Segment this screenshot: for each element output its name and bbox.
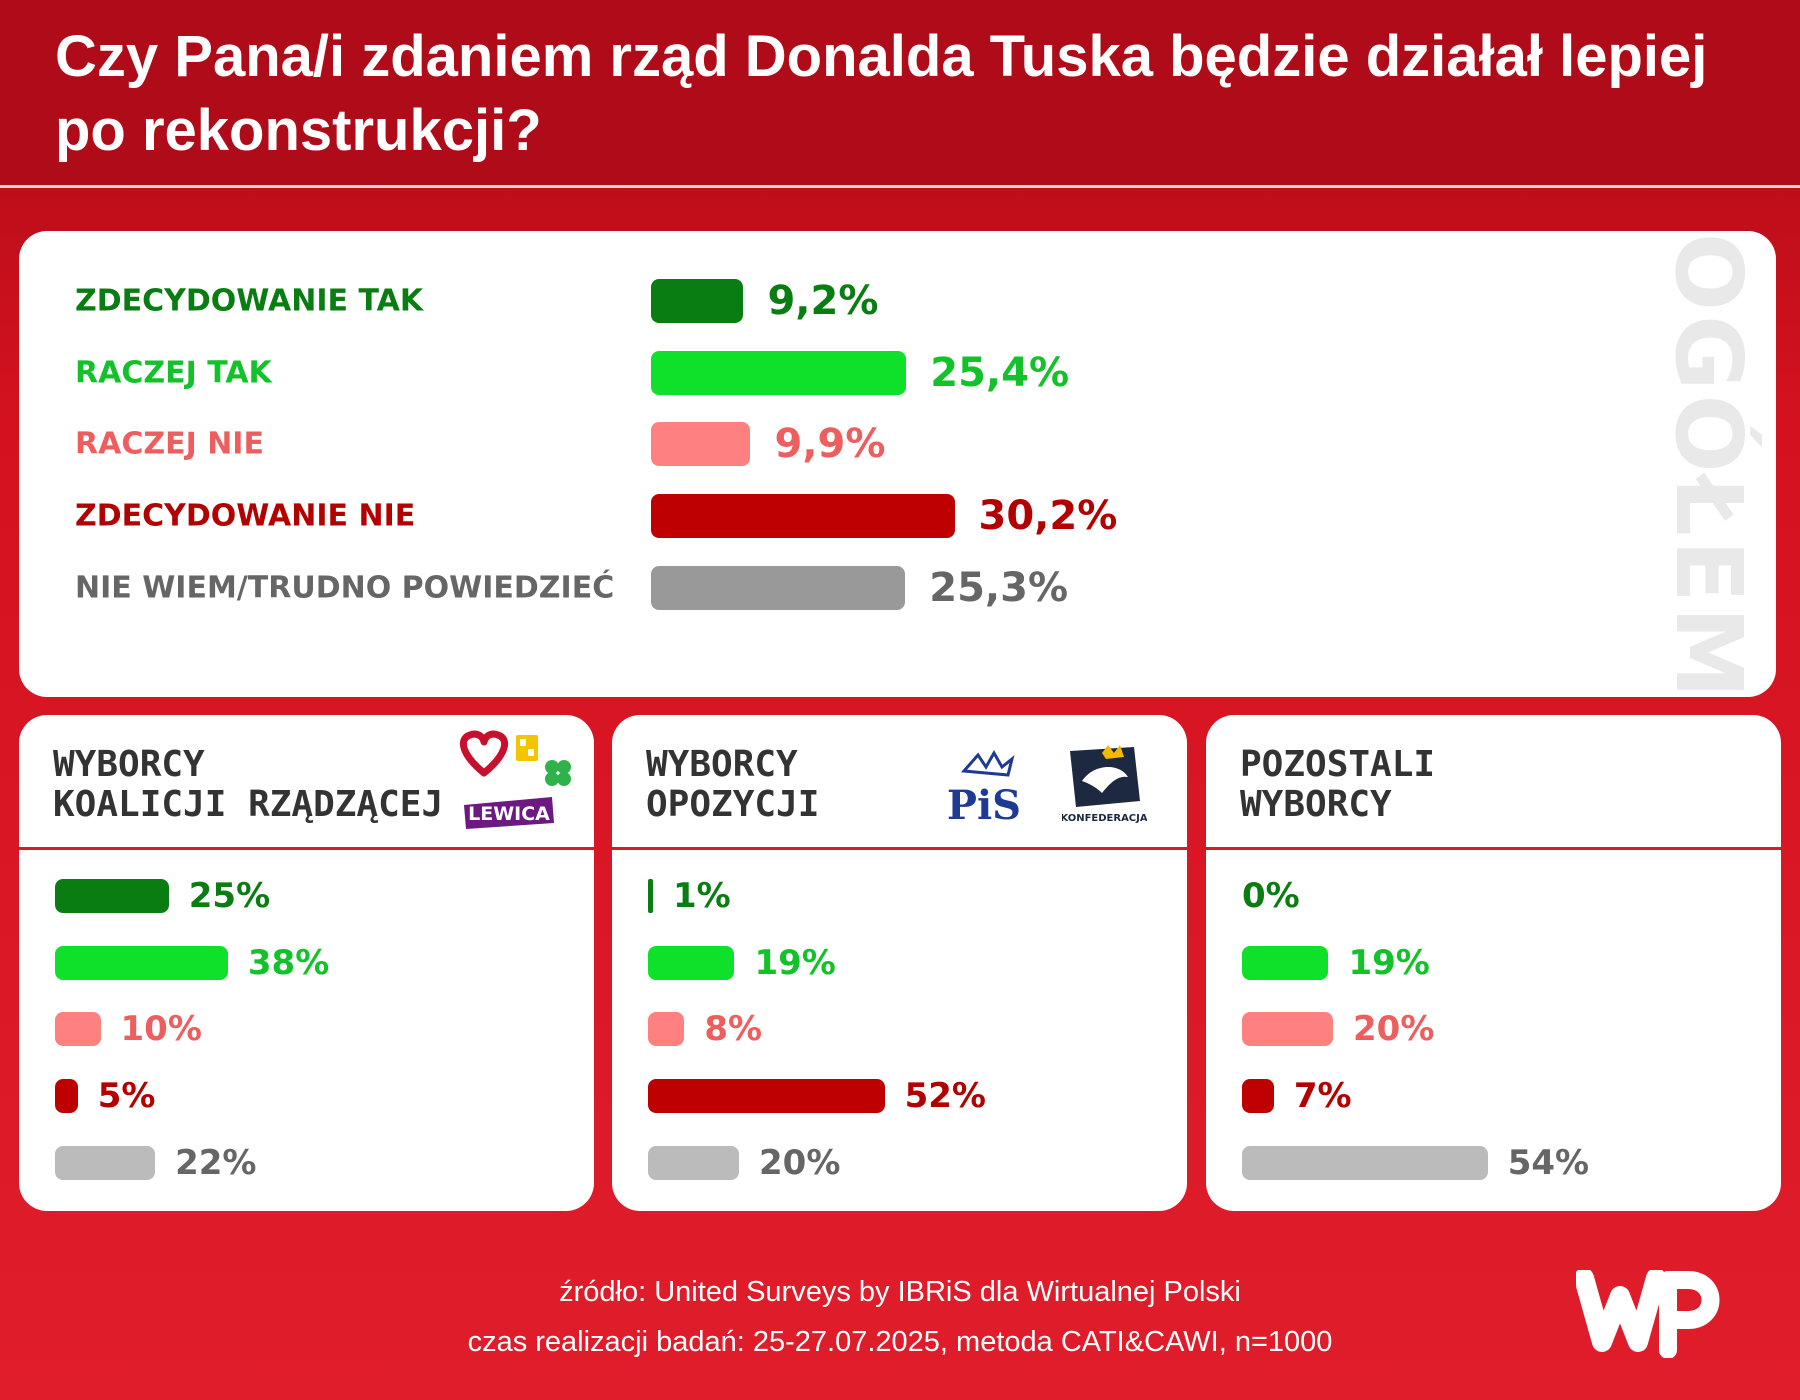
overall-category-label-zdecydowanie-nie: ZDECYDOWANIE NIE <box>75 498 416 534</box>
polska-2050-logo <box>516 735 538 761</box>
opposition-bar-zdecydowanie-tak <box>648 879 653 913</box>
opposition-value-raczej-nie: 8% <box>704 1009 763 1049</box>
others-bar-zdecydowanie-nie <box>1242 1079 1274 1113</box>
others-card-title: POZOSTALI WYBORCY <box>1240 745 1435 825</box>
opposition-title-line-1: WYBORCY <box>646 744 798 785</box>
others-value-nie-wiem: 54% <box>1507 1143 1590 1183</box>
overall-value-raczej-tak: 25,4% <box>930 350 1070 396</box>
coalition-bar-raczej-tak <box>55 946 228 980</box>
overall-bar-zdecydowanie-nie <box>651 494 955 538</box>
pis-logo-graphic: PiS <box>947 749 1021 829</box>
coalition-value-nie-wiem: 22% <box>175 1143 257 1183</box>
opposition-title-line-2: OPOZYCJI <box>646 784 820 825</box>
svg-text:PiS: PiS <box>947 782 1021 829</box>
coalition-bar-zdecydowanie-tak <box>55 879 169 913</box>
coalition-card-title: WYBORCY KOALICJI RZĄDZĄCEJ <box>53 745 443 825</box>
survey-details-text: czas realizacji badań: 25-27.07.2025, me… <box>467 1326 1333 1358</box>
others-bar-nie-wiem <box>1242 1146 1488 1180</box>
opposition-bar-raczej-nie <box>648 1012 685 1046</box>
overall-bar-raczej-tak <box>651 351 907 395</box>
others-bar-raczej-tak <box>1242 946 1329 980</box>
overall-category-label-nie-wiem: NIE WIEM/TRUDNO POWIEDZIEĆ <box>75 570 615 606</box>
coalition-bar-nie-wiem <box>55 1146 156 1180</box>
coalition-value-zdecydowanie-tak: 25% <box>188 876 271 916</box>
others-title-line-1: POZOSTALI <box>1240 744 1436 785</box>
title-band <box>0 0 1800 186</box>
heart-logo <box>459 730 509 777</box>
others-card-divider <box>1206 847 1781 850</box>
overall-category-label-raczej-nie: RACZEJ NIE <box>75 426 264 462</box>
svg-text:LEWICA: LEWICA <box>468 803 550 825</box>
coalition-value-raczej-tak: 38% <box>247 943 330 983</box>
opposition-value-zdecydowanie-nie: 52% <box>904 1076 986 1116</box>
opposition-card-divider <box>612 847 1187 850</box>
overall-value-nie-wiem: 25,3% <box>929 565 1069 611</box>
coalition-title-line-1: WYBORCY <box>53 744 205 785</box>
opposition-value-nie-wiem: 20% <box>759 1143 841 1183</box>
coalition-title-line-2: KOALICJI RZĄDZĄCEJ <box>53 784 444 825</box>
svg-text:KONFEDERACJA: KONFEDERACJA <box>1062 813 1147 824</box>
konfederacja-logo: KONFEDERACJA <box>1060 741 1148 831</box>
coalition-logos: LEWICA <box>454 729 584 839</box>
coalition-logos-graphic: LEWICA <box>459 730 571 829</box>
overall-bar-nie-wiem <box>651 566 906 610</box>
overall-category-label-zdecydowanie-tak: ZDECYDOWANIE TAK <box>75 283 424 319</box>
source-text: źródło: United Surveys by IBRiS dla Wirt… <box>559 1276 1241 1308</box>
title-divider <box>0 185 1800 188</box>
overall-bar-raczej-nie <box>651 422 751 466</box>
coalition-value-raczej-nie: 10% <box>120 1009 202 1049</box>
lewica-logo: LEWICA <box>464 797 554 829</box>
opposition-value-raczej-tak: 19% <box>754 943 836 983</box>
psl-clover-logo <box>545 760 571 786</box>
opposition-voters-card: WYBORCY OPOZYCJI PiS KONFEDERACJA 1% 19% 8… <box>612 715 1187 1211</box>
opposition-bar-zdecydowanie-nie <box>648 1079 885 1113</box>
opposition-value-zdecydowanie-tak: 1% <box>673 876 731 916</box>
overall-value-zdecydowanie-tak: 9,2% <box>767 278 879 324</box>
pis-logo: PiS <box>942 741 1027 831</box>
opposition-bar-raczej-tak <box>648 946 735 980</box>
opposition-card-title: WYBORCY OPOZYCJI <box>646 745 819 825</box>
coalition-card-divider <box>19 847 594 850</box>
other-voters-card: POZOSTALI WYBORCY 0% 19% 20% 7% 54% <box>1206 715 1781 1211</box>
others-value-raczej-nie: 20% <box>1353 1009 1435 1049</box>
overall-value-raczej-nie: 9,9% <box>774 421 886 467</box>
others-title-line-2: WYBORCY <box>1240 784 1392 825</box>
others-value-zdecydowanie-tak: 0% <box>1242 876 1300 916</box>
overall-value-zdecydowanie-nie: 30,2% <box>978 493 1118 539</box>
coalition-bar-raczej-nie <box>55 1012 101 1046</box>
others-value-zdecydowanie-nie: 7% <box>1293 1076 1352 1116</box>
coalition-voters-card: WYBORCY KOALICJI RZĄDZĄCEJ LEWICA 25% 38%… <box>19 715 594 1211</box>
others-bar-raczej-nie <box>1242 1012 1333 1046</box>
page-title: Czy Pana/i zdaniem rząd Donalda Tuska bę… <box>55 24 1708 163</box>
wp-logo <box>1574 1268 1726 1363</box>
overall-results-card: OGÓŁEM ZDECYDOWANIE TAK 9,2% RACZEJ TAK 25,… <box>19 231 1776 697</box>
coalition-value-zdecydowanie-nie: 5% <box>97 1076 156 1116</box>
wp-logo-graphic <box>1574 1268 1720 1359</box>
overall-category-label-raczej-tak: RACZEJ TAK <box>75 355 272 391</box>
coalition-bar-zdecydowanie-nie <box>55 1079 78 1113</box>
overall-bar-zdecydowanie-tak <box>651 279 744 323</box>
others-value-raczej-tak: 19% <box>1348 943 1430 983</box>
opposition-bar-nie-wiem <box>648 1146 739 1180</box>
overall-side-label: OGÓŁEM <box>1655 232 1763 697</box>
konfederacja-logo-graphic: KONFEDERACJA <box>1060 745 1148 824</box>
